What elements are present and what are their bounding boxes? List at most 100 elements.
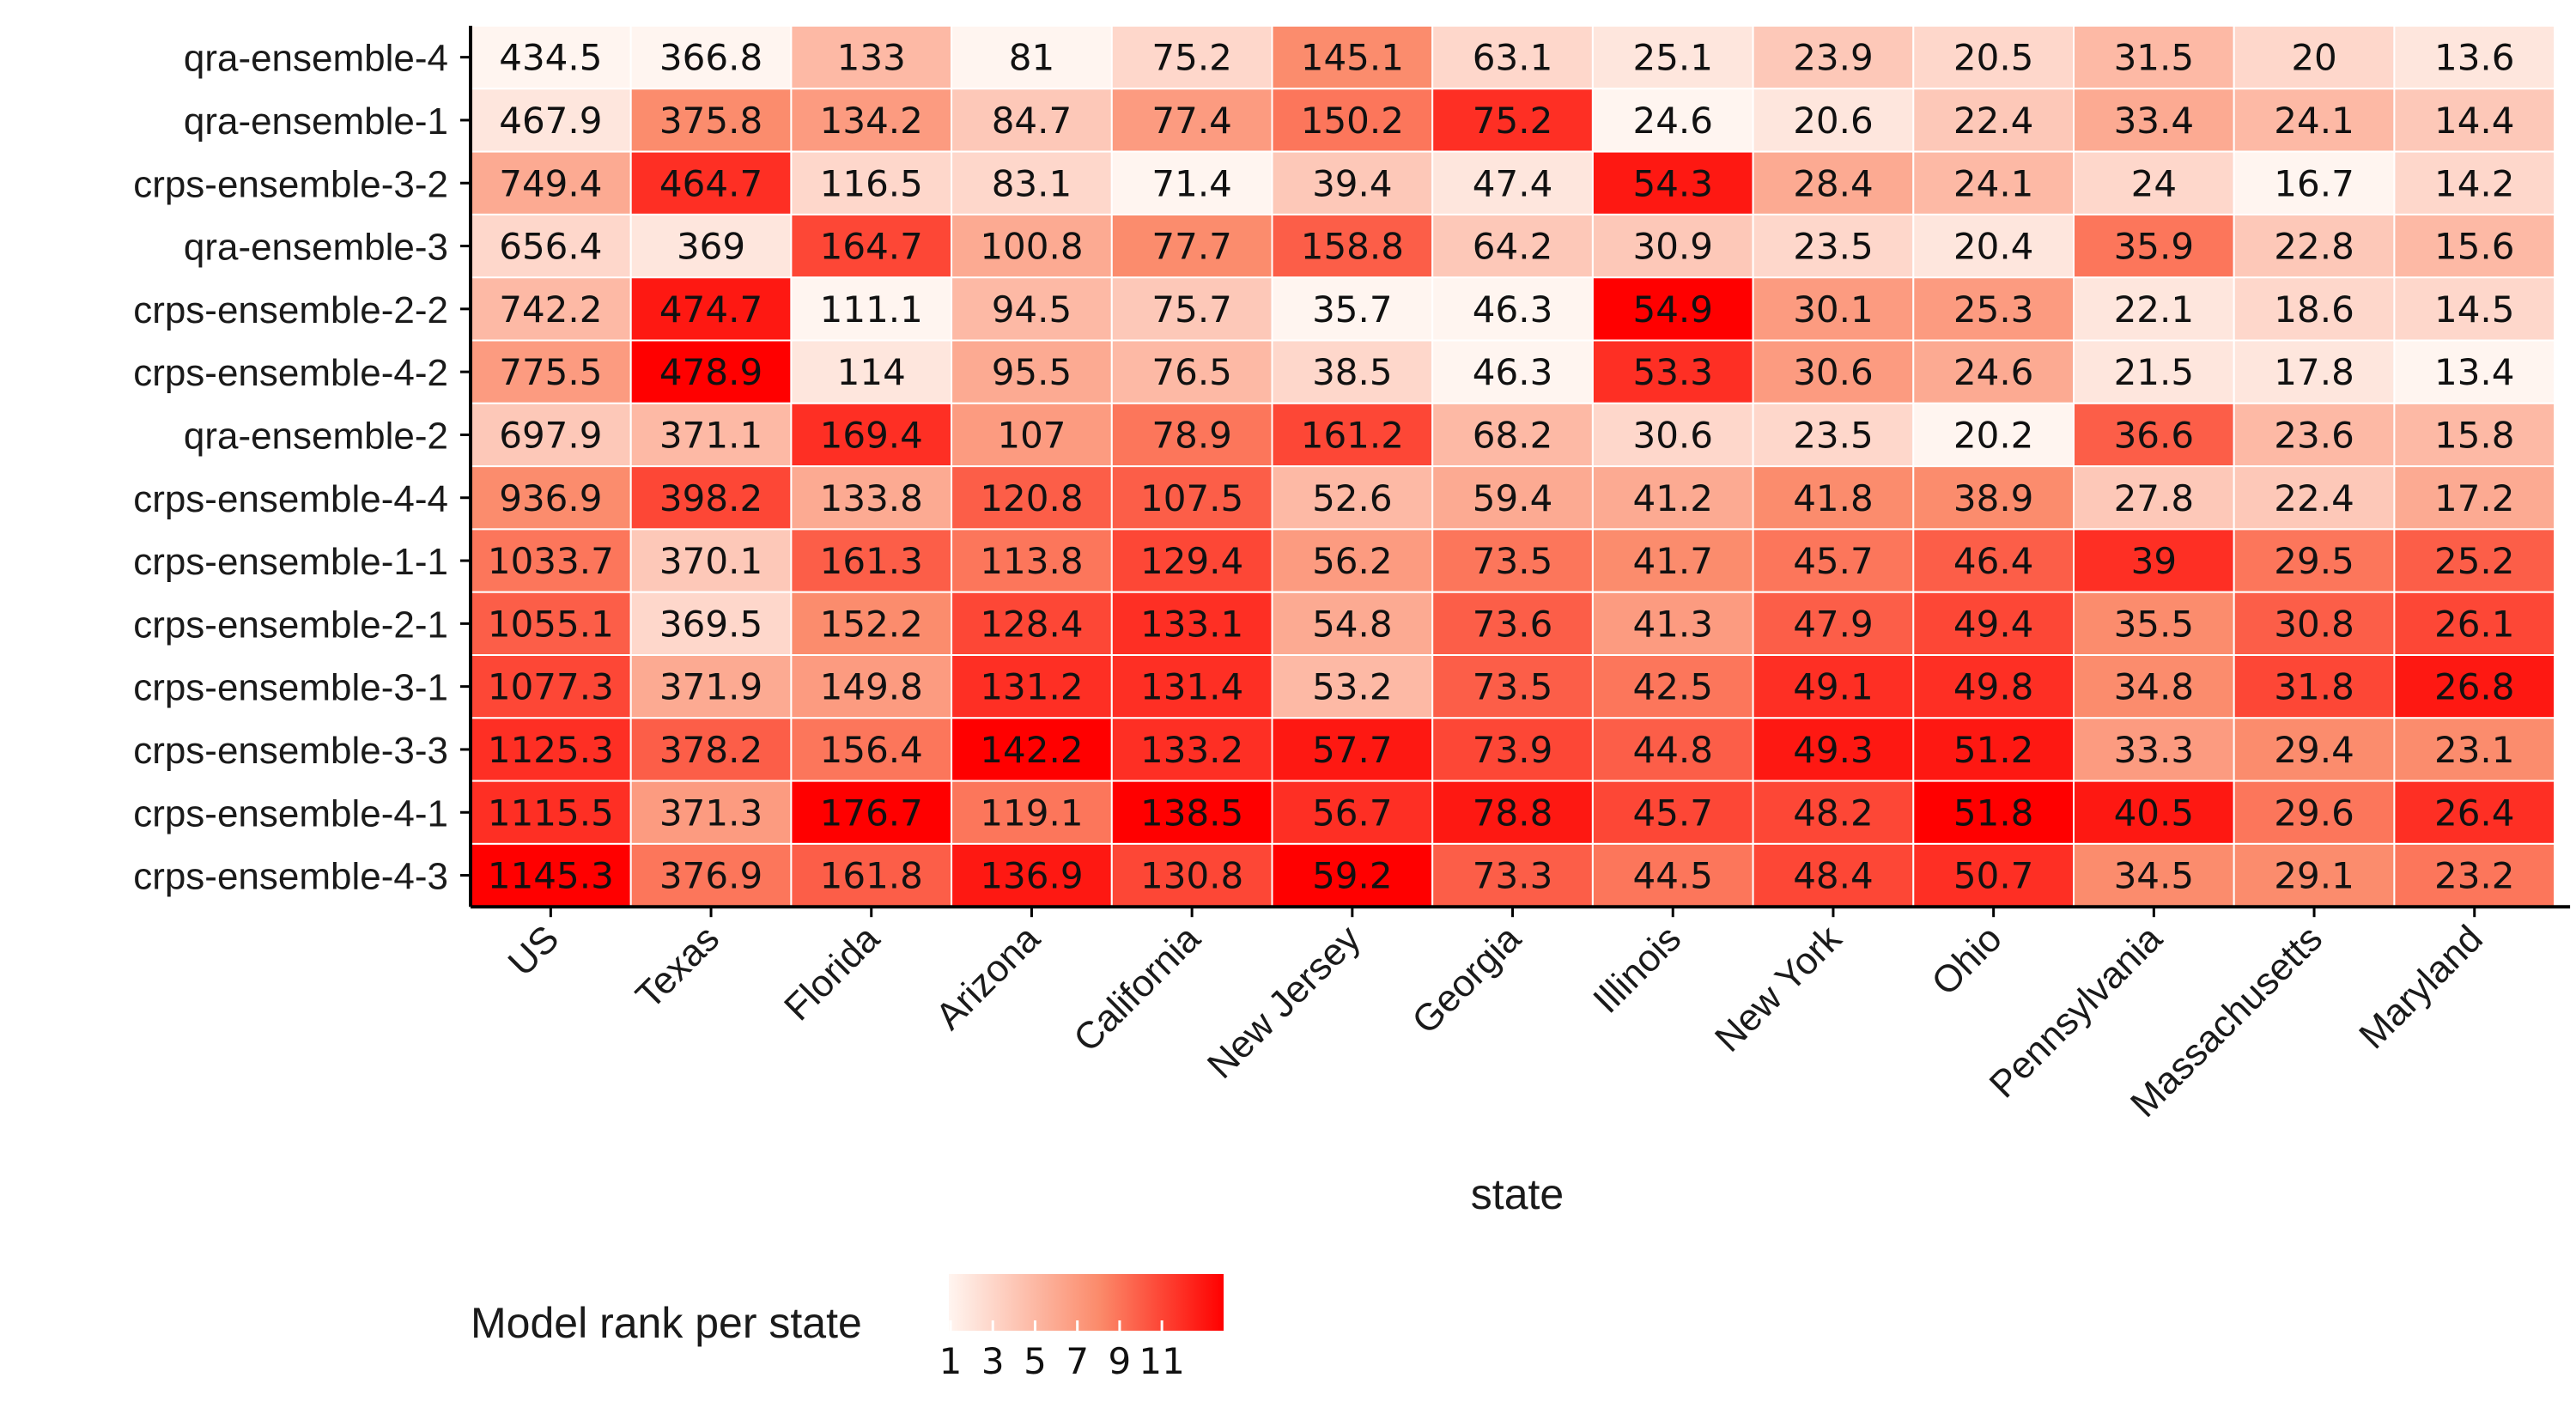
heatmap-cell [1912, 842, 2075, 908]
y-tick-label: crps-ensemble-4-2 [133, 352, 448, 394]
heatmap-cell [1431, 339, 1594, 404]
heatmap-cell [2073, 150, 2235, 215]
cell-value-label: 36.6 [2114, 414, 2195, 456]
cell-value-label: 30.8 [2274, 603, 2354, 645]
cell-value-label: 59.2 [1312, 855, 1393, 897]
heatmap-cell [2393, 213, 2556, 279]
heatmap-cell [1591, 654, 1754, 719]
cell-value-label: 656.4 [499, 226, 602, 268]
y-tick-label: qra-ensemble-4 [184, 38, 448, 80]
cell-value-label: 31.5 [2114, 37, 2195, 79]
heatmap-cell [1431, 88, 1594, 153]
cell-value-label: 33.4 [2114, 100, 2195, 142]
heatmap-cell [1110, 654, 1273, 719]
heatmap-cell [1271, 780, 1434, 845]
cell-value-label: 51.2 [1953, 729, 2034, 771]
cell-value-label: 697.9 [499, 414, 602, 456]
heatmap-cell [629, 717, 793, 782]
cell-value-label: 48.4 [1793, 855, 1874, 897]
heatmap-cell [1752, 528, 1915, 593]
heatmap-cell [951, 654, 1113, 719]
heatmap-cell [1752, 402, 1915, 468]
cell-value-label: 73.5 [1473, 666, 1553, 708]
legend-tick-label: 5 [1024, 1340, 1047, 1382]
cell-value-label: 28.4 [1793, 162, 1874, 204]
heatmap-cell [790, 339, 953, 404]
heatmap-cell [1271, 88, 1434, 153]
heatmap-cell [951, 842, 1113, 908]
heatmap-cell [2073, 465, 2235, 531]
cell-value-label: 119.1 [980, 792, 1083, 834]
heatmap-cell [2233, 654, 2396, 719]
heatmap-cell [1271, 842, 1434, 908]
heatmap-cell [2233, 591, 2396, 657]
y-tick-label: crps-ensemble-1-1 [133, 541, 448, 583]
x-tick-label: Arizona [927, 917, 1048, 1038]
cell-value-label: 73.9 [1473, 729, 1553, 771]
heatmap-cell [2073, 339, 2235, 404]
cell-value-label: 134.2 [820, 100, 923, 142]
heatmap-cell [1431, 842, 1594, 908]
cell-value-label: 45.7 [1793, 540, 1874, 582]
cell-value-label: 26.4 [2434, 792, 2515, 834]
heatmap-cell [790, 276, 953, 342]
heatmap-cell [951, 276, 1113, 342]
cell-value-label: 131.4 [1140, 666, 1243, 708]
heatmap-cell [951, 465, 1113, 531]
heatmap-cell [1912, 402, 2075, 468]
heatmap-cell [790, 402, 953, 468]
cell-value-label: 73.6 [1473, 603, 1553, 645]
cell-value-label: 467.9 [499, 100, 602, 142]
cell-value-label: 22.4 [2274, 477, 2354, 519]
cell-value-label: 47.4 [1473, 162, 1553, 204]
cell-value-label: 114 [837, 351, 906, 393]
heatmap-cell [470, 528, 632, 593]
cell-value-label: 68.2 [1473, 414, 1553, 456]
y-tick-label: qra-ensemble-3 [184, 227, 448, 269]
heatmap-cell [1431, 465, 1594, 531]
cell-value-label: 366.8 [659, 37, 762, 79]
cell-value-label: 370.1 [659, 540, 762, 582]
cell-value-label: 41.7 [1632, 540, 1713, 582]
heatmap-cell [790, 591, 953, 657]
cell-value-label: 161.3 [820, 540, 923, 582]
heatmap-cell [2073, 780, 2235, 845]
cell-value-label: 164.7 [820, 226, 923, 268]
heatmap-cell [1110, 150, 1273, 215]
cell-value-label: 15.8 [2434, 414, 2515, 456]
cell-value-label: 111.1 [820, 288, 923, 331]
cell-value-label: 54.9 [1632, 288, 1713, 331]
cell-value-label: 464.7 [659, 162, 762, 204]
y-tick-label: qra-ensemble-2 [184, 415, 448, 457]
x-tick-label: Georgia [1404, 917, 1529, 1042]
heatmap-cell [790, 528, 953, 593]
heatmap-cell [1271, 717, 1434, 782]
x-tick-label: Illinois [1585, 918, 1689, 1022]
legend-tick-label: 3 [981, 1340, 1005, 1382]
cell-value-label: 33.3 [2114, 729, 2195, 771]
cell-value-label: 15.6 [2434, 226, 2515, 268]
heatmap-cell [1752, 842, 1915, 908]
cell-value-label: 30.6 [1793, 351, 1874, 393]
cell-value-label: 23.9 [1793, 37, 1874, 79]
legend-tick-label: 11 [1139, 1340, 1184, 1382]
cell-value-label: 46.3 [1473, 351, 1553, 393]
cell-value-label: 1055.1 [488, 603, 614, 645]
cell-value-label: 1033.7 [488, 540, 614, 582]
heatmap-cell [1912, 150, 2075, 215]
y-tick-label: crps-ensemble-4-3 [133, 856, 448, 898]
cell-value-label: 14.2 [2434, 162, 2515, 204]
cell-value-label: 40.5 [2114, 792, 2195, 834]
heatmap-cell [790, 213, 953, 279]
heatmap-cell [1271, 213, 1434, 279]
cell-value-label: 18.6 [2274, 288, 2354, 331]
cell-value-label: 23.5 [1793, 226, 1874, 268]
x-tick-label: Florida [776, 917, 888, 1029]
cell-value-label: 775.5 [499, 351, 602, 393]
y-tick-label: crps-ensemble-3-2 [133, 163, 448, 205]
heatmap-cell [1431, 717, 1594, 782]
heatmap-cell [951, 528, 1113, 593]
cell-value-label: 13.4 [2434, 351, 2515, 393]
heatmap-cell [2393, 88, 2556, 153]
